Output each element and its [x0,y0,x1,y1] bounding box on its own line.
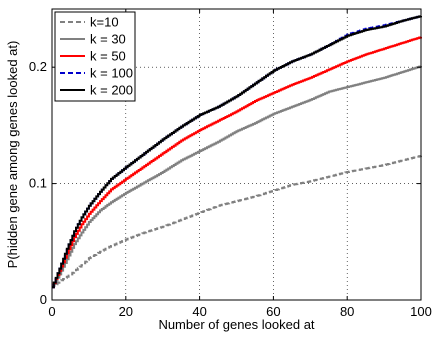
legend-label: k=10 [90,15,119,30]
x-tick-label: 60 [266,304,280,319]
legend-label: k = 200 [90,83,133,98]
series-lines [52,15,422,289]
series-line [52,36,422,289]
plot-frame [51,8,422,301]
x-tick-label: 100 [410,304,432,319]
legend-label: k = 50 [90,49,126,64]
series-line [52,15,422,289]
legend: k=10 k = 30 k = 50 k = 100 k = 200 [54,11,136,102]
x-tick-label: 20 [119,304,133,319]
axis-ticks: 0 20 40 60 80 100 0 0.1 0.2 [29,9,432,319]
legend-label: k = 100 [90,66,133,81]
y-tick-label: 0.2 [29,59,47,74]
series-line [52,155,422,289]
y-tick-label: 0 [40,292,47,307]
series-line [52,65,422,289]
x-tick-label: 40 [192,304,206,319]
x-axis-label: Number of genes looked at [158,317,314,332]
x-tick-label: 0 [48,304,55,319]
legend-label: k = 30 [90,32,126,47]
x-tick-label: 80 [340,304,354,319]
y-tick-label: 0.1 [29,176,47,191]
y-axis-label: P(hidden gene among genes looked at) [5,41,20,269]
